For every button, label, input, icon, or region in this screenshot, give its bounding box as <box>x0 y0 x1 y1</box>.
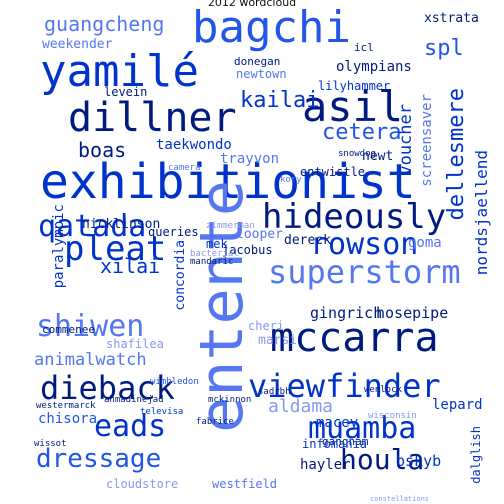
word-newt: newt <box>362 149 394 164</box>
word-xilai: xilai <box>100 254 161 278</box>
word-asil: asil <box>302 82 404 131</box>
word-olympians: olympians <box>336 59 412 75</box>
word-trayvon: trayvon <box>220 151 280 167</box>
word-jacobus: jacobus <box>222 243 273 257</box>
word-donegan: donegan <box>234 55 281 68</box>
word-exhibitionist: exhibitionist <box>40 154 416 210</box>
word-dillner: dillner <box>68 95 237 141</box>
word-kory: kory <box>280 175 302 185</box>
word-cetera: cetera <box>322 120 402 145</box>
word-paralympic: paralympic <box>51 204 67 289</box>
word-levein: levein <box>104 85 148 99</box>
word-westermarck: westermarck <box>36 401 96 411</box>
word-newtown: newtown <box>236 67 287 81</box>
word-dalglish: dalglish <box>469 426 483 484</box>
word-fabrice: fabrice <box>196 417 234 427</box>
word-houla: houla <box>340 443 425 476</box>
word-dressage: dressage <box>36 444 162 474</box>
word-dereck: dereck <box>284 233 331 248</box>
word-wissot: wissot <box>34 439 67 449</box>
word-goma: goma <box>408 235 442 251</box>
word-spl: spl <box>424 36 464 61</box>
word-qatada: qatada <box>38 209 147 244</box>
word-bacterial: bacterial <box>190 249 239 259</box>
word-entwistle: entwistle <box>300 165 366 179</box>
word-queries: queries <box>148 225 199 239</box>
word-wimbledon: wimbledon <box>150 377 199 387</box>
word-cloudstore: cloudstore <box>106 477 179 491</box>
word-infomania: infomania <box>302 437 368 451</box>
word-mek: mek <box>206 237 228 251</box>
word-hosepipe: hosepipe <box>376 304 449 322</box>
word-wisconsin: wisconsin <box>368 411 417 421</box>
word-macey: macey <box>316 415 359 431</box>
word-gingrich: gingrich <box>310 304 383 322</box>
chart-title: 2012 wordcloud <box>207 0 297 9</box>
word-boas: boas <box>78 138 127 162</box>
word-commenee: commenee <box>42 323 95 336</box>
word-looper: looper <box>236 227 283 242</box>
word-rowson: rowson <box>310 227 419 262</box>
word-aldama: aldama <box>268 396 334 417</box>
word-mandaric: mandaric <box>190 257 234 267</box>
word-constellations: constellations <box>370 495 430 503</box>
word-pleat: pleat <box>64 229 167 269</box>
word-ahmadinejad: ahmadinejad <box>104 395 164 405</box>
word-icl: icl <box>354 41 374 54</box>
word-chisora: chisora <box>38 411 98 427</box>
word-camera: camera <box>168 163 201 173</box>
word-zimmerman: zimmerman <box>206 221 255 231</box>
word-bskyb: bskyb <box>396 452 442 470</box>
word-lepard: lepard <box>432 397 483 413</box>
word-nordsjaellend: nordsjaellend <box>472 150 491 276</box>
word-hayler: hayler <box>300 457 351 473</box>
word-eads: eads <box>94 409 167 444</box>
word-marsi: marsi <box>258 333 298 348</box>
word-viewfinder: viewfinder <box>248 367 441 405</box>
word-wenlock: wenlock <box>364 385 402 395</box>
word-guangcheng: guangcheng <box>44 12 165 36</box>
word-concordia: concordia <box>173 240 188 311</box>
word-voucher: voucher <box>396 104 416 176</box>
word-westfield: westfield <box>212 477 278 491</box>
word-sadrbh: sadrbh <box>258 387 291 397</box>
word-dieback: dieback <box>40 369 175 407</box>
word-xstrata: xstrata <box>424 11 479 26</box>
word-cheri: cheri <box>248 319 285 333</box>
word-muamba: muamba <box>308 411 417 446</box>
word-dellesmere: dellesmere <box>444 88 469 221</box>
word-yamile: yamilé <box>40 46 199 97</box>
word-lilyhammer: lilyhammer <box>318 79 391 93</box>
word-taekwondo: taekwondo <box>156 137 232 153</box>
word-bagchi: bagchi <box>192 2 351 53</box>
word-mckinnon: mckinnon <box>208 395 252 405</box>
word-shafilea: shafilea <box>106 337 164 351</box>
word-weekender: weekender <box>42 37 113 52</box>
word-mccarra: mccarra <box>270 315 439 361</box>
word-gangnam: gangnam <box>322 435 369 448</box>
word-kailai: kailai <box>240 88 320 113</box>
word-snowdog: snowdog <box>338 149 376 159</box>
word-shiwen: shiwen <box>36 309 145 344</box>
word-screensaver: screensaver <box>419 94 435 187</box>
word-animalwatch: animalwatch <box>34 350 147 370</box>
word-hideously: hideously <box>262 197 447 237</box>
word-superstorm: superstorm <box>268 253 461 291</box>
word-televisa: televisa <box>140 407 184 417</box>
word-nicklinson: nicklinson <box>82 217 161 232</box>
